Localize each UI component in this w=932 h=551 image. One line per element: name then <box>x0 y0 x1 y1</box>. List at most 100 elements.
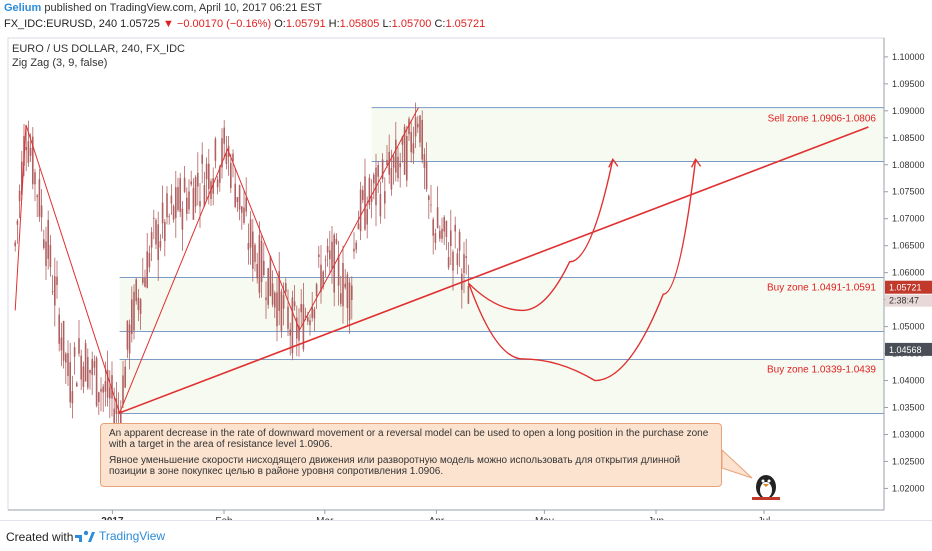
candle-body <box>414 117 417 137</box>
candle-body <box>71 391 74 404</box>
candle-body <box>155 220 157 245</box>
candle-body <box>216 179 219 188</box>
candle-body <box>348 282 351 321</box>
candle-body <box>69 362 71 403</box>
candle-body <box>265 297 267 301</box>
candle-body <box>161 202 164 224</box>
candle-body <box>320 264 322 293</box>
candle-body <box>205 163 208 180</box>
candle-body <box>194 177 197 207</box>
candle-body <box>280 291 283 331</box>
candle-body <box>395 139 397 173</box>
candle-body <box>133 291 135 331</box>
candle-body <box>285 283 287 293</box>
forecast-arrowhead-icon <box>690 158 702 168</box>
candle-body <box>443 217 445 232</box>
candle-body <box>80 355 82 380</box>
candle-body <box>410 132 412 153</box>
candle-body <box>465 256 467 258</box>
annotation-russian: Явное уменьшение скорости нисходящего дв… <box>109 455 681 477</box>
candle-body <box>175 187 177 218</box>
x-tick-label: Apr <box>429 516 445 520</box>
y-tick-label: 1.08500 <box>892 133 925 143</box>
y-tick-label: 1.06500 <box>892 241 925 251</box>
candle-body <box>230 162 232 189</box>
candle-body <box>14 242 16 247</box>
candle-body <box>172 206 175 220</box>
candle-body <box>263 260 265 276</box>
candle-body <box>406 135 408 181</box>
candle-body <box>104 381 107 392</box>
candle-body <box>109 387 111 399</box>
candle-body <box>124 366 126 388</box>
candle-body <box>137 297 140 311</box>
annotation-english: An apparent decrease in the rate of down… <box>109 428 709 450</box>
candle-body <box>47 219 49 259</box>
annotation-note[interactable]: An apparent decrease in the rate of down… <box>100 423 722 487</box>
candle-body <box>445 220 448 237</box>
candle-body <box>300 303 302 313</box>
annotation-pointer <box>721 448 753 479</box>
candle-body <box>82 366 85 387</box>
candle-body <box>49 244 52 268</box>
candle-body <box>199 201 201 207</box>
candle-body <box>100 388 102 392</box>
candle-body <box>183 177 186 192</box>
mascot-base <box>752 497 780 500</box>
candle-body <box>390 168 393 190</box>
forecast-path[interactable] <box>468 159 697 382</box>
candle-body <box>131 299 133 334</box>
candle-body <box>454 224 456 232</box>
tradingview-brand[interactable]: TradingView <box>99 529 166 543</box>
forecast-path[interactable] <box>468 159 614 312</box>
candle-body <box>58 314 60 344</box>
y-tick-label: 1.03000 <box>892 429 925 439</box>
candle-body <box>425 162 428 190</box>
candle-body <box>113 408 115 428</box>
author-name[interactable]: Gelium <box>4 2 42 14</box>
candle-body <box>355 242 357 250</box>
candle-body <box>326 246 329 253</box>
candle-body <box>219 167 221 183</box>
last-price: 1.05725 <box>120 18 160 30</box>
header-bar: Gelium published on TradingView.com, Apr… <box>0 0 932 32</box>
candle-body <box>241 206 243 213</box>
candle-body <box>428 195 430 201</box>
candle-body <box>269 255 272 296</box>
x-tick-label: Jul <box>758 516 771 520</box>
y-tick-label: 1.07000 <box>892 214 925 224</box>
candle-body <box>168 216 170 218</box>
trend-line[interactable] <box>119 126 869 414</box>
candle-body <box>21 161 23 195</box>
created-with-label: Created with <box>6 530 74 544</box>
candle-body <box>43 239 45 248</box>
candle-body <box>214 138 217 161</box>
tradingview-logo-icon[interactable] <box>74 529 96 543</box>
candle-body <box>38 179 41 217</box>
candle-body <box>95 357 98 406</box>
candle-body <box>225 152 228 164</box>
timer-label: 2:38:47 <box>889 296 919 306</box>
candle-body <box>421 119 423 160</box>
candle-body <box>254 244 256 262</box>
candle-body <box>243 207 245 223</box>
candle-body <box>456 253 459 266</box>
last-price-label: 1.05721 <box>889 283 922 293</box>
zigzag-line[interactable] <box>14 107 419 415</box>
zone-label: Buy zone 1.0491-1.0591 <box>767 283 876 294</box>
candle-body <box>399 163 401 168</box>
candle-body <box>432 219 434 236</box>
candle-body <box>463 254 465 273</box>
down-arrow-icon: ▼ <box>162 18 174 30</box>
y-tick-label: 1.10000 <box>892 52 925 62</box>
indicator-label[interactable]: Zig Zag (3, 9, false) <box>12 57 108 69</box>
candle-body <box>238 185 241 210</box>
candle-body <box>111 375 113 399</box>
candle-body <box>318 254 320 257</box>
candle-body <box>293 301 296 307</box>
candle-body <box>117 411 120 415</box>
x-tick-label: Mar <box>316 516 334 520</box>
timer-tag <box>885 294 932 307</box>
candle-body <box>29 147 32 156</box>
candle-body <box>392 156 395 168</box>
